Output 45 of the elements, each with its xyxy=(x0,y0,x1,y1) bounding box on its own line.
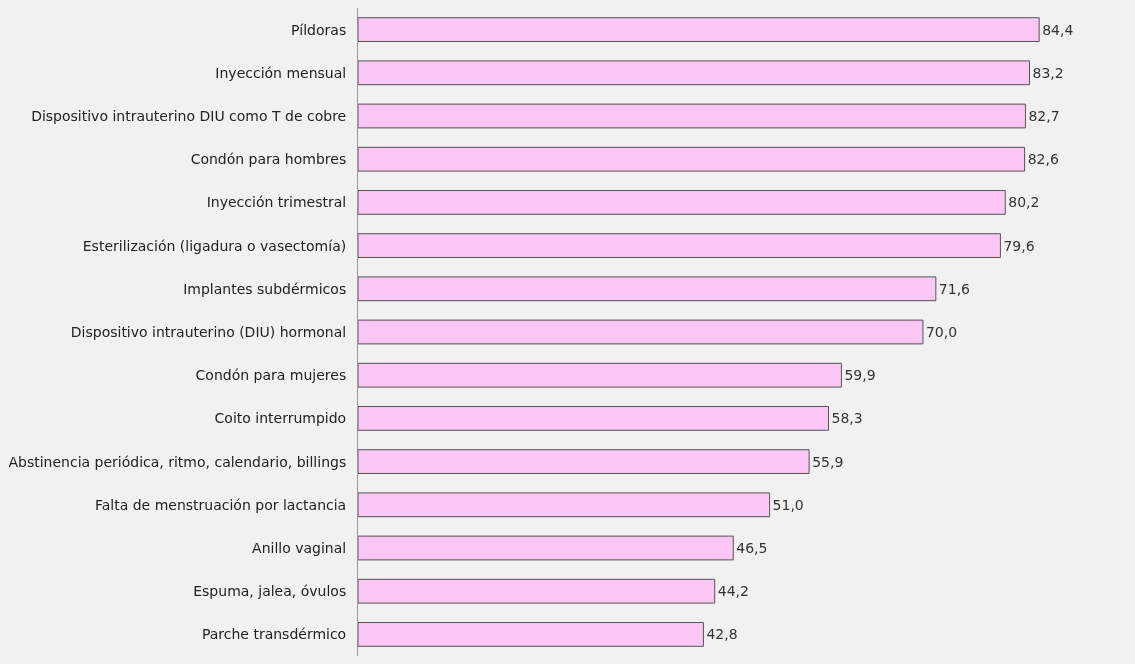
data-label: 55,9 xyxy=(812,453,844,470)
bar xyxy=(358,190,1006,215)
bar xyxy=(358,60,1030,86)
data-label: 59,9 xyxy=(844,367,876,384)
bar xyxy=(358,535,734,561)
y-tick-label: Condón para hombres xyxy=(190,151,347,168)
bar xyxy=(358,103,1026,129)
bar xyxy=(358,362,842,388)
data-label: 42,8 xyxy=(706,626,738,643)
y-tick-label: Anillo vaginal xyxy=(252,539,347,556)
data-label: 58,3 xyxy=(831,410,863,427)
bar xyxy=(358,233,1001,258)
y-tick-label: Implantes subdérmicos xyxy=(183,280,347,297)
y-tick-label: Condón para mujeres xyxy=(195,367,347,384)
data-label: 44,2 xyxy=(717,583,749,600)
y-tick-label: Esterilización (ligadura o vasectomía) xyxy=(82,237,347,254)
y-tick-label: Inyección trimestral xyxy=(206,194,347,211)
bar xyxy=(358,146,1026,172)
bar xyxy=(358,319,924,345)
bar xyxy=(358,17,1040,42)
y-tick-label: Píldoras xyxy=(290,21,347,38)
bar xyxy=(358,276,937,302)
data-label: 70,0 xyxy=(925,324,958,340)
data-label: 46,5 xyxy=(736,540,768,556)
data-label: 83,2 xyxy=(1032,64,1064,81)
y-tick-label: Parche transdérmico xyxy=(201,626,347,643)
data-label: 71,6 xyxy=(938,280,971,297)
bar xyxy=(358,578,716,604)
bar xyxy=(358,406,830,431)
y-tick-label: Coito interrumpido xyxy=(214,410,347,427)
y-tick-label: Espuma, jalea, óvulos xyxy=(193,583,347,600)
data-label: 79,6 xyxy=(1003,237,1035,254)
y-tick-label: Abstinencia periódica, ritmo, calendario, billings xyxy=(8,453,347,470)
data-label: 80,2 xyxy=(1008,194,1040,211)
data-label: 84,4 xyxy=(1042,21,1074,38)
y-tick-label: Dispositivo intrauterino DIU como T de cobre xyxy=(31,107,347,124)
y-tick-label: Dispositivo intrauterino (DIU) hormonal xyxy=(70,323,347,340)
y-tick-label: Inyección mensual xyxy=(215,64,347,81)
bar xyxy=(358,492,771,518)
bar xyxy=(358,622,704,647)
y-tick-label: Falta de menstruación por lactancia xyxy=(94,496,347,513)
bar xyxy=(358,449,810,474)
data-label: 82,6 xyxy=(1027,151,1059,168)
data-label: 82,7 xyxy=(1028,108,1060,124)
data-label: 51,0 xyxy=(772,496,804,513)
